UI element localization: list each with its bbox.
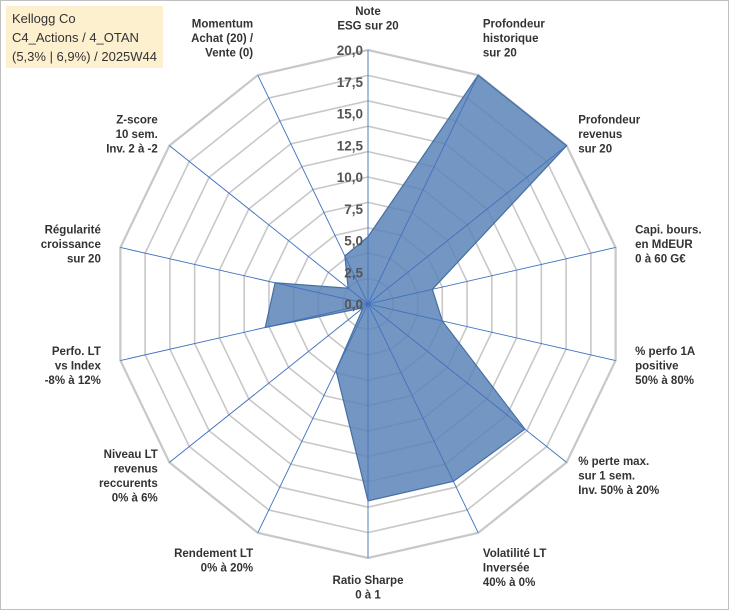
category-path: C4_Actions / 4_OTAN (12, 30, 139, 45)
axis-label-line: sur 20 (483, 48, 517, 60)
axis-label-line: Capi. bours. (635, 224, 701, 236)
axis-spoke-overlay (367, 74, 479, 305)
axis-label-line: historique (483, 33, 539, 45)
axis-spoke-overlay (367, 288, 433, 305)
axis-label: Volatilité LT Inversée 40% à 0% (483, 548, 546, 589)
axis-spoke-overlay (367, 303, 526, 430)
axis-label-line: sur 20 (67, 253, 101, 265)
tick-label: 2,5 (344, 265, 363, 280)
axis-spoke-overlay (344, 255, 369, 305)
axis-label-line: revenus (578, 129, 622, 141)
axis-label-line: % perte max. (578, 456, 649, 468)
axis-label-line: Profondeur (483, 19, 545, 31)
tick-label: 5,0 (344, 234, 363, 249)
tick-label: 0,0 (344, 297, 363, 312)
axis-label: Note ESG sur 20 (337, 6, 398, 33)
axis-label: % perte max. sur 1 sem. Inv. 50% à 20% (578, 456, 659, 497)
axis-label: Régularité croissance sur 20 (41, 224, 101, 265)
axis-spoke-overlay (367, 145, 567, 305)
axis-label-line: sur 20 (578, 143, 612, 155)
axis-label-line: revenus (114, 463, 158, 475)
axis-label-line: Profondeur (578, 114, 640, 126)
axis-label-line: 50% à 80% (635, 375, 694, 387)
axis-label: Momentum Achat (20) / Vente (0) (191, 19, 254, 60)
axis-label: Rendement LT 0% à 20% (174, 548, 253, 575)
axis-label-line: Perfo. LT (52, 346, 101, 358)
period-info: (5,3% | 6,9%) / 2025W44 (12, 49, 158, 64)
axis-spoke-overlay (265, 303, 369, 328)
axis-label-line: Achat (20) / (191, 33, 254, 45)
axis-spoke (169, 303, 369, 463)
axis-label-line: Inv. 2 à -2 (106, 143, 158, 155)
axis-label-line: reccurents (99, 478, 158, 490)
radial-tick-labels: 0,0 2,5 5,0 7,5 10,0 12,5 15,0 17,5 20,0 (337, 43, 364, 312)
axis-label: Niveau LT revenus reccurents 0% à 6% (99, 449, 158, 505)
axis-label: Profondeur revenus sur 20 (578, 114, 640, 155)
axis-label-line: 10 sem. (116, 129, 158, 141)
tick-label: 10,0 (337, 170, 363, 185)
axis-spoke-overlay (367, 303, 443, 322)
axis-label-line: 0 à 60 G€ (635, 253, 686, 265)
axis-label-line: vs Index (55, 361, 102, 373)
axis-labels: Note ESG sur 20 Profondeur historique sur 20… (41, 6, 702, 602)
axis-label-line: en MdEUR (635, 239, 693, 251)
axis-label-line: Rendement LT (174, 548, 253, 560)
axis-label-line: % perfo 1A (635, 346, 695, 358)
axis-label-line: positive (635, 361, 678, 373)
company-name: Kellogg Co (12, 11, 76, 26)
axis-label: Profondeur historique sur 20 (483, 19, 545, 60)
axis-label-line: Inversée (483, 562, 530, 574)
title-box: Kellogg Co C4_Actions / 4_OTAN (5,3% | 6… (6, 6, 163, 68)
axis-label-line: 0 à 1 (355, 590, 381, 602)
axis-label-line: Z-score (116, 114, 158, 126)
axis-label: Perfo. LT vs Index -8% à 12% (45, 346, 102, 387)
axis-label-line: Volatilité LT (483, 548, 546, 560)
axis-spoke-overlay (347, 287, 369, 305)
axis-spoke-overlay (335, 303, 369, 371)
axis-label-line: Régularité (45, 224, 101, 236)
tick-label: 15,0 (337, 107, 363, 122)
tick-label: 12,5 (337, 138, 364, 153)
axis-label-line: 40% à 0% (483, 577, 535, 589)
axis-label-line: Vente (0) (205, 48, 253, 60)
axis-label-line: -8% à 12% (45, 375, 101, 387)
tick-label: 17,5 (337, 75, 364, 90)
axis-label: Ratio Sharpe 0 à 1 (333, 575, 404, 602)
axis-label-line: Ratio Sharpe (333, 575, 404, 587)
axis-label-line: croissance (41, 239, 101, 251)
axis-label-line: Note (355, 6, 381, 18)
axis-spoke-overlay (275, 282, 369, 305)
tick-label: 7,5 (344, 202, 363, 217)
axis-spoke-overlay (367, 303, 454, 482)
axis-label-line: Niveau LT (104, 449, 158, 461)
tick-label: 20,0 (337, 43, 363, 58)
axis-label: Z-score 10 sem. Inv. 2 à -2 (106, 114, 158, 155)
axis-label-line: Momentum (192, 19, 253, 31)
axis-label-line: Inv. 50% à 20% (578, 485, 659, 497)
radar-series (264, 74, 568, 502)
axis-label-line: 0% à 6% (112, 492, 158, 504)
axis-spoke (169, 145, 369, 305)
axis-label-line: sur 1 sem. (578, 471, 635, 483)
axis-label: % perfo 1A positive 50% à 80% (635, 346, 695, 387)
axis-label-line: ESG sur 20 (337, 21, 398, 33)
axis-spoke-overlay (362, 303, 369, 309)
axis-label: Capi. bours. en MdEUR 0 à 60 G€ (635, 224, 701, 265)
axis-label-line: 0% à 20% (201, 562, 253, 574)
